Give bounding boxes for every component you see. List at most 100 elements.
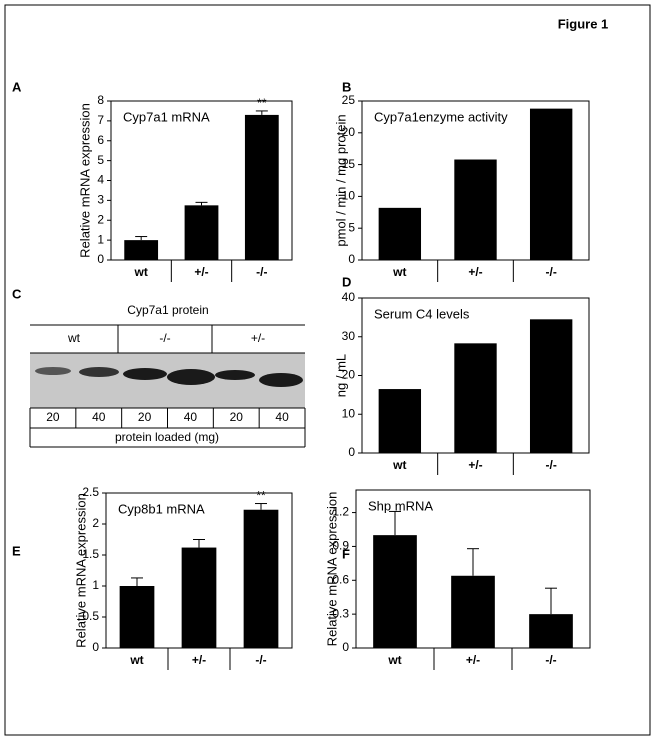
bar	[451, 575, 495, 648]
y-tick-label: 8	[97, 93, 104, 107]
bar	[181, 547, 217, 648]
x-tick-label: +/-	[192, 653, 206, 667]
y-tick-label: 0	[97, 252, 104, 266]
bar	[124, 240, 159, 260]
x-tick-label: +/-	[194, 265, 208, 279]
bar	[529, 614, 573, 648]
bar	[184, 205, 219, 260]
y-axis-label: pmol / min / mg protein	[333, 114, 348, 246]
x-tick-label: wt	[387, 653, 401, 667]
y-axis-label: Relative mRNA expression	[77, 103, 92, 258]
y-tick-label: 1.2	[332, 505, 349, 519]
y-tick-label: 1	[97, 232, 104, 246]
x-tick-label: wt	[392, 458, 406, 472]
y-tick-label: 0	[92, 640, 99, 654]
y-tick-label: 0	[348, 252, 355, 266]
y-tick-label: 0.3	[332, 606, 349, 620]
y-axis-label: Relative mRNA expression	[324, 492, 339, 647]
x-tick-label: -/-	[256, 265, 267, 279]
y-axis-label: Relative mRNA expression	[73, 493, 88, 648]
error-bar	[467, 548, 479, 576]
figure-border	[4, 4, 651, 736]
blot-footer: protein loaded (mg)	[115, 430, 219, 444]
blot-lane-label: 40	[275, 410, 289, 424]
error-bar	[255, 110, 268, 115]
x-tick-label: wt	[133, 265, 147, 279]
panel-label: F	[342, 546, 350, 561]
bar-chart: A Cyp7a1 mRNA Relative mRNA expression 0 1 2 3…	[12, 79, 293, 282]
y-tick-label: 10	[342, 189, 356, 203]
significance-label: **	[256, 489, 266, 503]
blot-lane-label: 20	[46, 410, 60, 424]
x-tick-label: -/-	[255, 653, 266, 667]
x-tick-label: -/-	[546, 458, 557, 472]
bar	[373, 535, 417, 648]
y-tick-label: 7	[97, 113, 104, 127]
error-bar	[545, 587, 557, 615]
x-tick-label: -/-	[545, 653, 556, 667]
y-tick-label: 3	[97, 193, 104, 207]
y-tick-label: 0.6	[332, 572, 349, 586]
y-tick-label: 1	[92, 578, 99, 592]
x-tick-label: +/-	[468, 265, 482, 279]
y-tick-label: 10	[342, 406, 356, 420]
blot-bands	[35, 367, 303, 387]
error-bar	[193, 539, 205, 548]
figure-title: Figure 1	[558, 16, 609, 31]
x-tick-label: -/-	[546, 265, 557, 279]
y-tick-label: 5	[348, 220, 355, 234]
y-tick-label: 0.5	[82, 609, 99, 623]
bar	[529, 319, 573, 453]
blot-lane-label: 40	[92, 410, 106, 424]
y-tick-label: 2	[92, 516, 99, 530]
blot-lane-label: 40	[184, 410, 198, 424]
x-tick-label: wt	[129, 653, 143, 667]
y-tick-label: 2	[97, 212, 104, 226]
bar-chart: D Serum C4 levels ng / mL 0 10 20 30 40 wt +/- -/-	[333, 274, 590, 475]
y-tick-label: 0	[348, 445, 355, 459]
y-tick-label: 20	[342, 125, 356, 139]
x-tick-label: +/-	[468, 458, 482, 472]
x-tick-label: wt	[392, 265, 406, 279]
chart-title: Serum C4 levels	[374, 306, 470, 321]
bar	[378, 389, 422, 453]
x-tick-label: +/-	[466, 653, 480, 667]
y-tick-label: 20	[342, 368, 356, 382]
error-bar	[195, 201, 208, 206]
panel-label: E	[12, 543, 21, 558]
y-tick-label: 30	[342, 329, 356, 343]
y-tick-label: 15	[342, 157, 356, 171]
y-tick-label: 1.5	[82, 547, 99, 561]
panel-label: D	[342, 274, 351, 289]
bar	[244, 114, 279, 260]
error-bar	[255, 503, 267, 510]
bar	[243, 509, 279, 648]
bar-chart: E Cyp8b1 mRNA Relative mRNA expression 0 0.5…	[12, 485, 293, 670]
y-tick-label: 25	[342, 93, 356, 107]
panel-label: A	[12, 79, 22, 94]
bar	[454, 343, 497, 453]
y-tick-label: 0.9	[332, 539, 349, 553]
bar	[119, 586, 155, 648]
blot-lane-label: 20	[138, 410, 152, 424]
y-tick-label: 2.5	[82, 485, 99, 499]
chart-title: Shp mRNA	[368, 498, 433, 513]
chart-title: Cyp7a1enzyme activity	[374, 109, 508, 124]
blot-lane-label: 20	[230, 410, 244, 424]
panel-label: C	[12, 286, 22, 301]
y-tick-label: 6	[97, 133, 104, 147]
blot-group: wt	[67, 331, 81, 345]
y-tick-label: 40	[342, 290, 356, 304]
y-tick-label: 0	[342, 640, 349, 654]
panel-label: B	[342, 79, 351, 94]
chart-title: Cyp8b1 mRNA	[118, 501, 205, 516]
y-axis-label: ng / mL	[333, 354, 348, 397]
bar	[378, 207, 422, 260]
blot-group: -/-	[159, 331, 170, 345]
blot-panel: C Cyp7a1 protein wt -/- +/- protein load…	[12, 286, 306, 448]
y-tick-label: 5	[97, 153, 104, 167]
bar	[454, 159, 497, 260]
chart-title: Cyp7a1 mRNA	[123, 109, 210, 124]
